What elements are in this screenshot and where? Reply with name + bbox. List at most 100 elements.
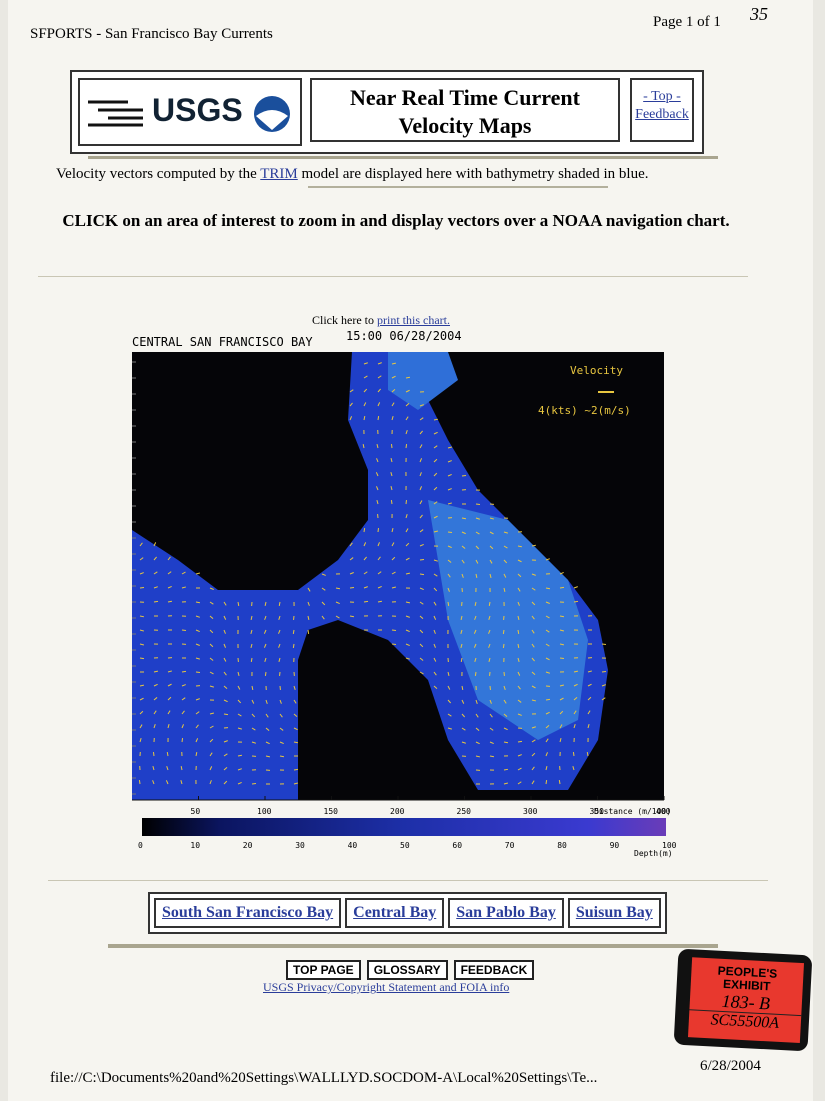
vector-arrow bbox=[419, 430, 423, 435]
vector-arrow bbox=[166, 751, 169, 757]
vector-arrow bbox=[489, 559, 493, 564]
feedback-link[interactable]: Feedback bbox=[635, 107, 689, 122]
vector-arrow bbox=[390, 458, 393, 463]
vector-arrow bbox=[461, 727, 466, 731]
nav-button[interactable]: TOP PAGE bbox=[286, 960, 361, 980]
trim-link[interactable]: TRIM bbox=[260, 166, 298, 182]
vector-arrow bbox=[307, 615, 310, 621]
vector-arrow bbox=[362, 443, 365, 449]
vector-arrow bbox=[419, 404, 424, 407]
vector-arrow bbox=[447, 685, 451, 690]
vector-arrow bbox=[405, 657, 410, 660]
nav-button[interactable]: GLOSSARY bbox=[366, 960, 448, 980]
vector-arrow bbox=[587, 710, 591, 715]
vector-arrow bbox=[390, 472, 393, 477]
vector-arrow bbox=[489, 755, 495, 758]
vector-arrow bbox=[139, 542, 143, 547]
vector-arrow bbox=[293, 685, 296, 690]
vector-arrow bbox=[475, 559, 479, 564]
rule bbox=[38, 276, 748, 277]
vector-arrow bbox=[181, 697, 186, 701]
vector-arrow bbox=[377, 375, 382, 379]
vector-arrow bbox=[545, 765, 548, 771]
vector-arrow bbox=[531, 766, 535, 771]
vector-arrow bbox=[391, 629, 397, 632]
vector-arrow bbox=[263, 629, 267, 634]
vector-arrow bbox=[209, 629, 214, 634]
vector-arrow bbox=[167, 724, 170, 729]
bay-link[interactable]: South San Francisco Bay bbox=[154, 898, 342, 928]
vector-arrow bbox=[321, 601, 326, 606]
bay-nav: South San Francisco Bay Central Bay San Pa… bbox=[148, 892, 667, 934]
vector-arrow bbox=[517, 629, 520, 635]
paper: SFPORTS - San Francisco Bay Currents Pag… bbox=[8, 0, 813, 1101]
vector-arrow bbox=[433, 573, 438, 577]
vector-field bbox=[138, 362, 607, 785]
bay-link[interactable]: Central Bay bbox=[345, 898, 445, 928]
print-link[interactable]: print this chart. bbox=[376, 313, 450, 327]
vector-arrow bbox=[167, 696, 172, 701]
vector-arrow bbox=[153, 683, 158, 687]
vector-arrow bbox=[264, 671, 267, 677]
velocity-map[interactable]: CENTRAL SAN FRANCISCO BAY 15:00 06/28/20… bbox=[8, 320, 813, 860]
vector-arrow bbox=[517, 643, 520, 649]
vector-arrow bbox=[251, 713, 256, 718]
vector-arrow bbox=[223, 601, 227, 606]
top-link[interactable]: - Top - bbox=[643, 89, 681, 104]
vector-arrow bbox=[503, 545, 508, 549]
vector-arrow bbox=[531, 726, 536, 729]
vector-arrow bbox=[489, 713, 493, 718]
vector-arrow bbox=[475, 755, 481, 758]
vector-arrow bbox=[419, 657, 424, 661]
vector-arrow bbox=[531, 699, 537, 702]
vector-arrow bbox=[503, 782, 508, 785]
vector-arrow bbox=[601, 670, 607, 673]
vector-arrow bbox=[433, 587, 438, 592]
handwritten-note: 35 bbox=[750, 4, 768, 24]
x-tick-label: 150 bbox=[324, 807, 339, 816]
vector-arrow bbox=[307, 587, 311, 592]
footer-path: file://C:\Documents%20and%20Settings\WAL… bbox=[50, 1070, 598, 1086]
vector-arrow bbox=[195, 698, 200, 701]
vector-arrow bbox=[391, 388, 396, 393]
vector-arrow bbox=[251, 727, 256, 731]
vector-arrow bbox=[167, 670, 172, 673]
bay-link[interactable]: Suisun Bay bbox=[567, 898, 661, 928]
vector-arrow bbox=[447, 671, 450, 676]
vector-arrow bbox=[475, 713, 479, 718]
depth-tick-label: 50 bbox=[400, 841, 410, 850]
sticker-face: PEOPLE'S EXHIBIT 183- B SC55500A bbox=[687, 957, 805, 1044]
vector-arrow bbox=[279, 699, 282, 704]
vector-arrow bbox=[265, 727, 270, 731]
vector-arrow bbox=[391, 402, 395, 407]
vector-arrow bbox=[545, 724, 550, 729]
vector-arrow bbox=[237, 713, 242, 717]
vector-arrow bbox=[390, 486, 393, 491]
banner-title: Near Real Time Current Velocity Maps bbox=[310, 78, 620, 142]
vector-arrow bbox=[195, 629, 200, 633]
vector-arrow bbox=[349, 557, 354, 561]
rule bbox=[308, 186, 608, 188]
vector-arrow bbox=[209, 752, 213, 757]
vector-arrow bbox=[180, 765, 183, 771]
nav-button[interactable]: FEEDBACK bbox=[453, 960, 535, 980]
vector-arrow bbox=[223, 685, 228, 689]
vector-arrow bbox=[349, 615, 355, 618]
bay-link[interactable]: San Pablo Bay bbox=[448, 898, 564, 928]
vector-arrow bbox=[321, 587, 326, 591]
vector-arrow bbox=[263, 643, 267, 648]
vector-arrow bbox=[517, 671, 521, 676]
x-tick-label: 100 bbox=[257, 807, 272, 816]
vector-arrow bbox=[405, 528, 409, 533]
vector-arrow bbox=[545, 587, 551, 590]
vector-arrow bbox=[488, 615, 491, 620]
vector-arrow bbox=[349, 572, 354, 575]
vector-arrow bbox=[572, 766, 575, 771]
rule bbox=[88, 156, 718, 159]
vector-arrow bbox=[250, 629, 253, 634]
privacy-link[interactable]: USGS Privacy/Copyright Statement and FOI… bbox=[263, 980, 510, 994]
rule bbox=[108, 944, 718, 948]
depth-tick-label: 100 bbox=[662, 841, 677, 850]
vector-arrow bbox=[195, 751, 198, 757]
vector-arrow bbox=[391, 362, 397, 365]
